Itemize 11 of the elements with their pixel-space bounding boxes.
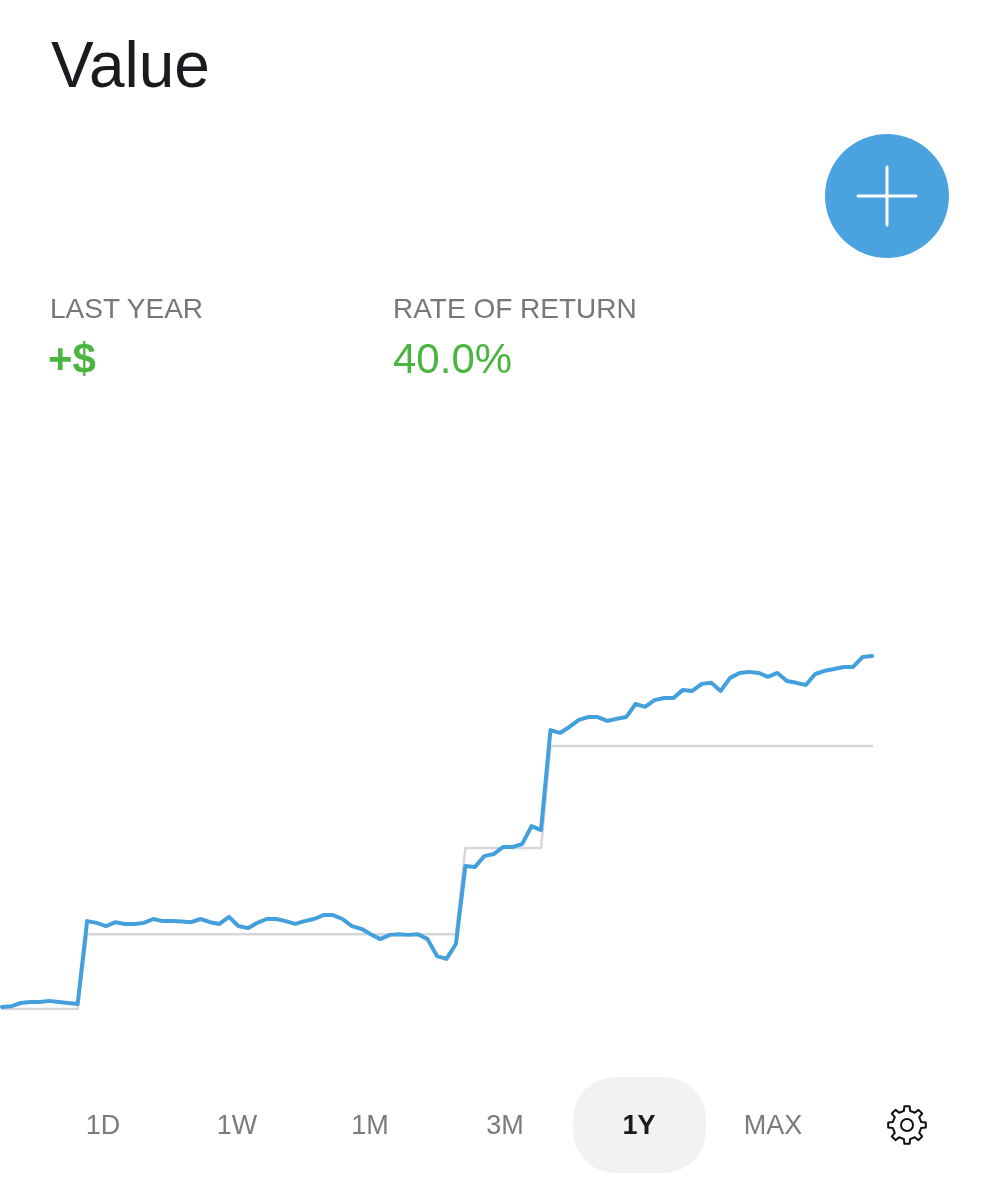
text: 1Y	[622, 1109, 656, 1140]
text: 3M	[486, 1109, 524, 1140]
chart-title: Value	[51, 29, 210, 101]
text: LAST YEAR	[50, 293, 204, 324]
text: 1D	[85, 1109, 121, 1140]
text: MAX	[743, 1109, 803, 1140]
text: +$	[48, 335, 96, 382]
text: 1W	[216, 1109, 258, 1140]
text: 1M	[351, 1109, 389, 1140]
text: 40.0%	[393, 335, 513, 382]
text: RATE OF RETURN	[393, 293, 637, 324]
